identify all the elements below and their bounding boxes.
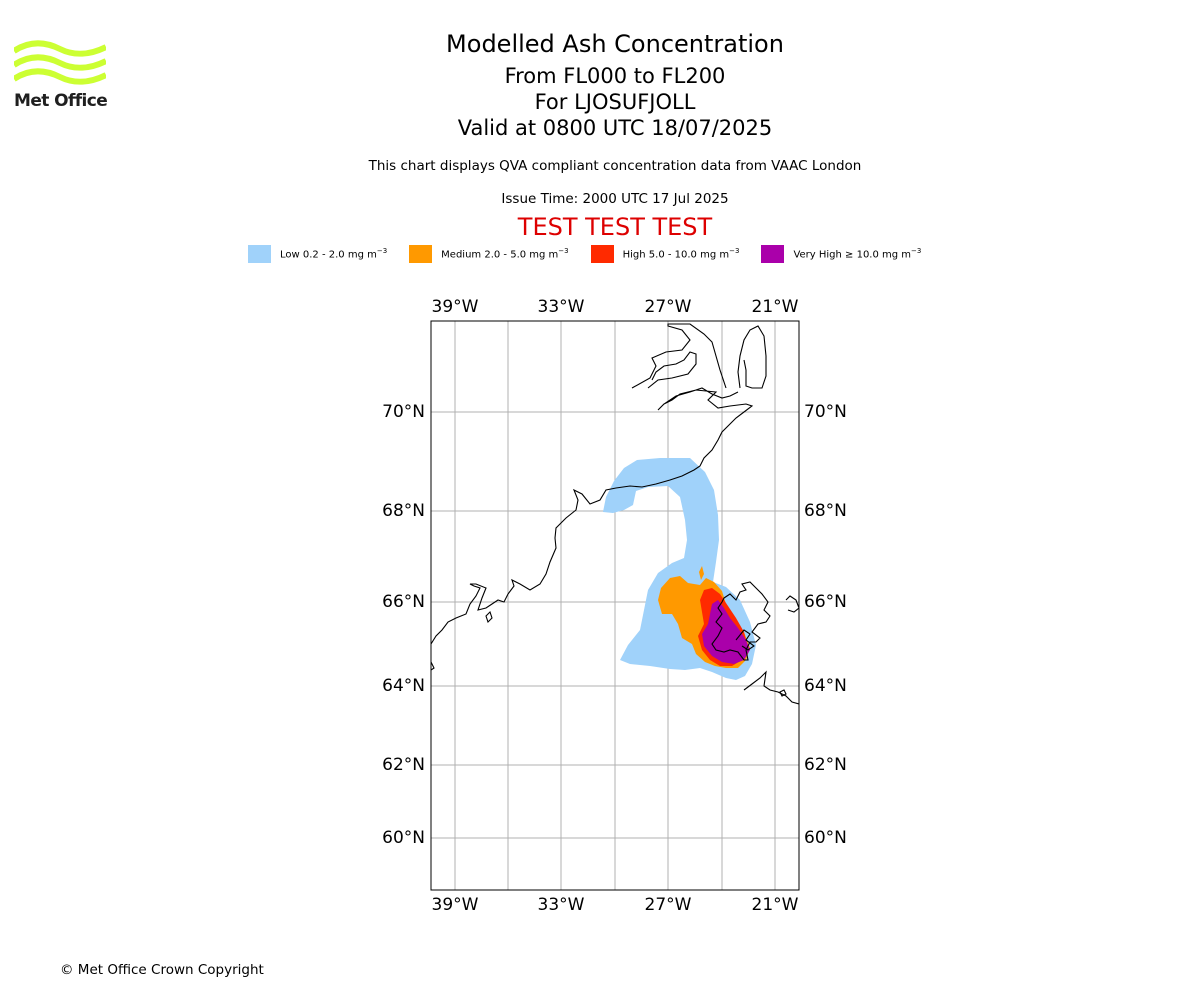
scoresby-inlet: [647, 351, 697, 389]
test-banner: TEST TEST TEST: [517, 213, 713, 241]
lon-label-top-21w: 21°W: [752, 297, 799, 317]
ash-area-medium-patch: [699, 566, 704, 580]
issue-time: Issue Time: 2000 UTC 17 Jul 2025: [501, 191, 729, 207]
ash-area-very-high: [702, 600, 750, 664]
legend-item-medium: Medium 2.0 - 5.0 mg m−3: [409, 245, 569, 263]
lat-label-right-68n: 68°N: [804, 501, 847, 521]
iceland-coast: [711, 581, 771, 661]
legend-swatch-very-high: [761, 245, 785, 263]
chart-description: This chart displays QVA compliant concen…: [368, 158, 862, 174]
faroe-coast: [743, 670, 799, 705]
legend-label-low: Low 0.2 - 2.0 mg m−3: [280, 247, 388, 261]
legend: Low 0.2 - 2.0 mg m−3 Medium 2.0 - 5.0 mg…: [248, 244, 943, 264]
legend-swatch-medium: [409, 245, 433, 263]
legend-item-low: Low 0.2 - 2.0 mg m−3: [248, 245, 387, 263]
lat-label-right-64n: 64°N: [804, 676, 847, 696]
legend-label-high: High 5.0 - 10.0 mg m−3: [622, 247, 740, 261]
copyright-notice: © Met Office Crown Copyright: [60, 962, 264, 978]
chart-title: Modelled Ash Concentration: [446, 30, 784, 58]
lon-label-bottom-27w: 27°W: [645, 895, 692, 915]
legend-item-very-high: Very High ≥ 10.0 mg m−3: [761, 245, 921, 263]
islet: [779, 689, 787, 697]
lat-label-left-70n: 70°N: [382, 402, 425, 422]
map-frame: [430, 320, 800, 891]
iceland-peninsula: [735, 629, 755, 651]
met-office-logo-text: Met Office: [14, 91, 108, 111]
lat-label-left-68n: 68°N: [382, 501, 425, 521]
greenland-south-coast: [431, 661, 435, 671]
met-office-logo-waves: [14, 40, 106, 85]
lon-label-bottom-33w: 33°W: [538, 895, 585, 915]
legend-label-medium: Medium 2.0 - 5.0 mg m−3: [441, 247, 569, 261]
flight-level-subtitle: From FL000 to FL200: [504, 64, 726, 88]
lon-label-top-33w: 33°W: [538, 297, 585, 317]
volcano-subtitle: For LJOSUFJOLL: [534, 90, 696, 114]
lat-label-right-60n: 60°N: [804, 828, 847, 848]
lon-label-top-27w: 27°W: [645, 297, 692, 317]
greenland-coast: [431, 387, 754, 645]
legend-item-high: High 5.0 - 10.0 mg m−3: [590, 245, 740, 263]
lon-label-bottom-21w: 21°W: [752, 895, 799, 915]
legend-swatch-low: [248, 245, 271, 263]
legend-swatch-high: [590, 245, 614, 263]
lat-label-left-64n: 64°N: [382, 676, 425, 696]
greenland-north-coast: [737, 325, 767, 389]
scoresby-coast: [631, 323, 727, 389]
lon-label-bottom-39w: 39°W: [432, 895, 479, 915]
lat-label-left-60n: 60°N: [382, 828, 425, 848]
lat-label-right-66n: 66°N: [804, 592, 847, 612]
lat-label-right-62n: 62°N: [804, 755, 847, 775]
lat-label-left-62n: 62°N: [382, 755, 425, 775]
legend-label-very-high: Very High ≥ 10.0 mg m−3: [793, 247, 922, 261]
lat-label-left-66n: 66°N: [382, 592, 425, 612]
lat-label-right-70n: 70°N: [804, 402, 847, 422]
coastlines: [431, 323, 799, 705]
valid-time-subtitle: Valid at 0800 UTC 18/07/2025: [457, 116, 773, 140]
island-east-greenland: [485, 610, 493, 624]
iceland-east-coast: [785, 595, 799, 613]
lon-label-top-39w: 39°W: [432, 297, 479, 317]
